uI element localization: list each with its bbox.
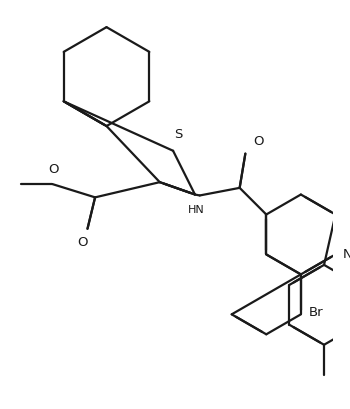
Text: O: O <box>48 164 58 176</box>
Text: HN: HN <box>188 205 204 215</box>
Text: N: N <box>343 248 350 261</box>
Text: Br: Br <box>308 306 323 319</box>
Text: O: O <box>77 236 88 249</box>
Text: O: O <box>253 135 264 148</box>
Text: S: S <box>175 128 183 141</box>
